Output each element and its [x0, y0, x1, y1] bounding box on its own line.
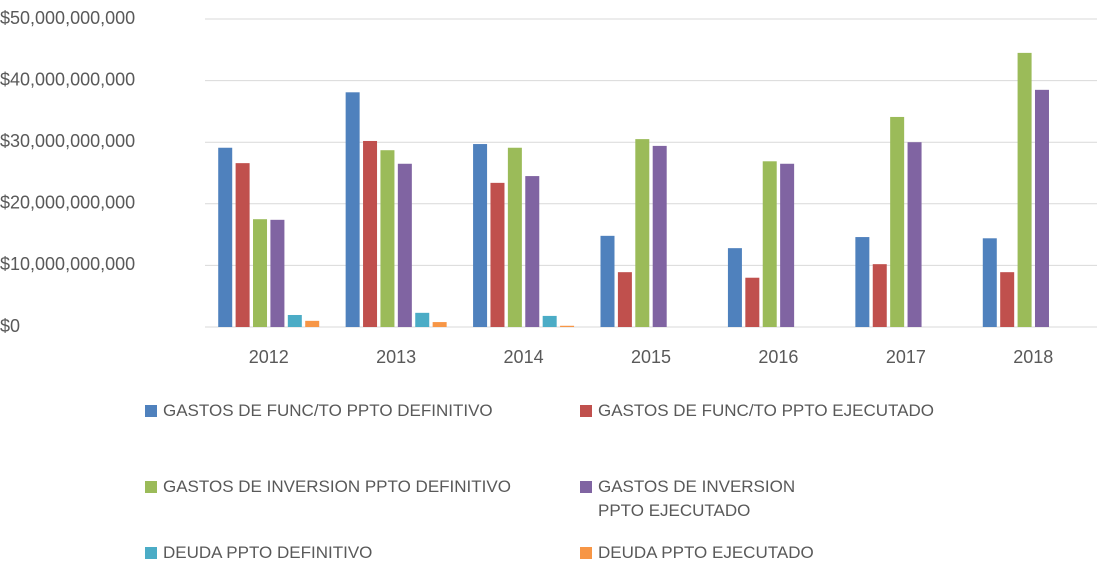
bar: [218, 147, 233, 327]
legend-item: GASTOS DE FUNC/TO PPTO EJECUTADO: [580, 399, 934, 423]
legend-item: GASTOS DE FUNC/TO PPTO DEFINITIVO: [145, 399, 493, 423]
bar: [727, 248, 742, 327]
bar: [415, 312, 430, 327]
bar: [982, 238, 997, 327]
legend-label: GASTOS DE INVERSION PPTO DEFINITIVO: [163, 477, 511, 496]
legend-label: DEUDA PPTO EJECUTADO: [598, 543, 814, 562]
bar: [1000, 272, 1015, 327]
bar: [363, 140, 378, 327]
bar: [380, 150, 395, 327]
bar: [745, 277, 760, 327]
legend-label: GASTOS DE INVERSION PPTO EJECUTADO: [598, 477, 796, 520]
bar: [542, 315, 557, 327]
bar: [507, 147, 522, 327]
legend-swatch: [580, 481, 592, 493]
bar: [490, 182, 505, 327]
x-tick-label: 2014: [504, 347, 544, 367]
bar: [397, 163, 412, 327]
legend-label: DEUDA PPTO DEFINITIVO: [163, 543, 373, 562]
bar: [253, 219, 268, 327]
x-tick-label: 2018: [1013, 347, 1053, 367]
bar: [1034, 89, 1049, 327]
bar: [762, 161, 777, 327]
bar: [872, 264, 887, 327]
bar: [617, 272, 632, 327]
legend-item: GASTOS DE INVERSION PPTO EJECUTADO: [580, 475, 838, 523]
legend-label: GASTOS DE FUNC/TO PPTO EJECUTADO: [598, 401, 934, 420]
y-tick-label: $40,000,000,000: [0, 69, 135, 89]
bar: [270, 219, 285, 327]
bar: [287, 314, 302, 327]
y-tick-label: $10,000,000,000: [0, 254, 135, 274]
x-tick-label: 2012: [249, 347, 289, 367]
x-tick-label: 2016: [758, 347, 798, 367]
bar: [560, 325, 575, 327]
y-tick-label: $50,000,000,000: [0, 8, 135, 28]
legend-item: DEUDA PPTO DEFINITIVO: [145, 541, 372, 565]
legend-swatch: [145, 547, 157, 559]
y-tick-label: $20,000,000,000: [0, 193, 135, 213]
legend-swatch: [145, 405, 157, 417]
x-tick-label: 2013: [376, 347, 416, 367]
bar: [305, 320, 320, 327]
legend-label: GASTOS DE FUNC/TO PPTO DEFINITIVO: [163, 401, 493, 420]
bar: [1017, 52, 1032, 327]
bar: [855, 237, 870, 327]
y-tick-label: $0: [0, 316, 20, 336]
bar: [780, 163, 795, 327]
bar: [635, 139, 650, 327]
bar: [432, 322, 447, 327]
bar: [890, 116, 905, 327]
legend-swatch: [145, 481, 157, 493]
legend-swatch: [580, 405, 592, 417]
x-tick-label: 2017: [886, 347, 926, 367]
bar: [907, 142, 922, 327]
bar: [600, 235, 615, 327]
x-tick-label: 2015: [631, 347, 671, 367]
bar: [652, 145, 667, 327]
bar: [525, 176, 540, 327]
legend-swatch: [580, 547, 592, 559]
bar: [235, 163, 250, 327]
legend-item: DEUDA PPTO EJECUTADO: [580, 541, 814, 565]
bar: [345, 92, 360, 327]
y-tick-label: $30,000,000,000: [0, 131, 135, 151]
legend-item: GASTOS DE INVERSION PPTO DEFINITIVO: [145, 475, 511, 499]
bar: [473, 144, 488, 327]
